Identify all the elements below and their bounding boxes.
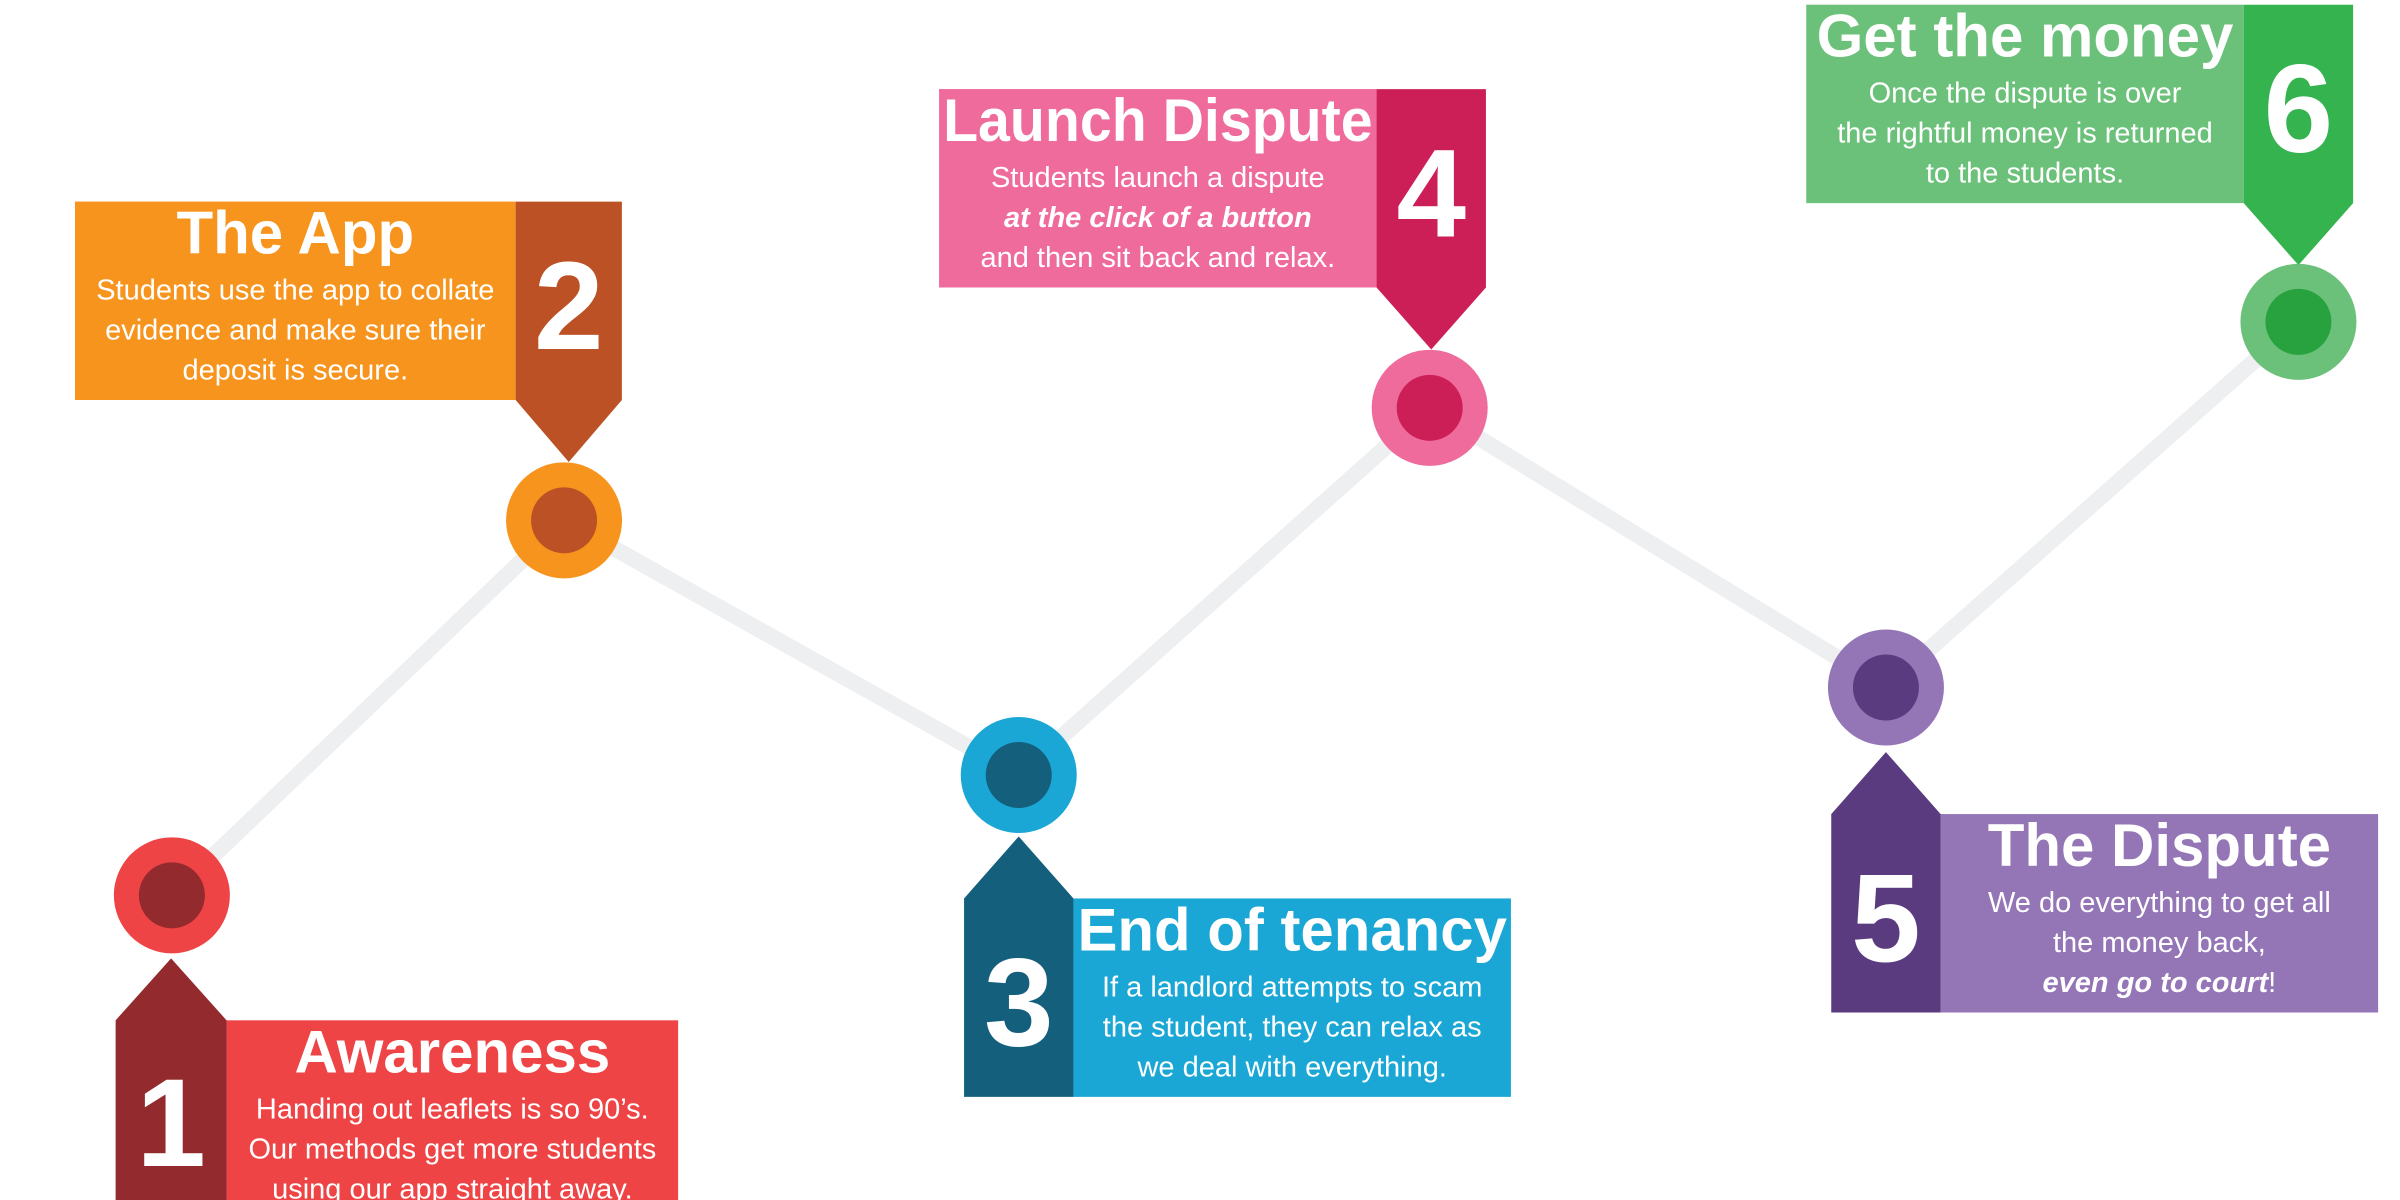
- description-text: Students launch a dispute: [991, 162, 1325, 194]
- step-description-line: even go to court!: [2043, 967, 2277, 999]
- step-description-line: the student, they can relax as: [1103, 1011, 1482, 1043]
- description-text: and then sit back and relax.: [980, 242, 1335, 274]
- description-text: we deal with everything.: [1136, 1051, 1447, 1083]
- step-description-line: If a landlord attempts to scam: [1102, 971, 1482, 1003]
- timeline-path: [166, 315, 2304, 902]
- step-description-line: we deal with everything.: [1136, 1051, 1447, 1083]
- step-number-tag: [2243, 4, 2354, 266]
- step-number: 3: [984, 934, 1054, 1073]
- step-description-line: Students use the app to collate: [96, 275, 494, 307]
- step-2: 2 The App Students use the app to collate e…: [75, 200, 623, 579]
- step-description-line: the money back,: [2053, 927, 2266, 959]
- description-text: using our app straight away.: [272, 1173, 633, 1200]
- description-text: the money back,: [2053, 927, 2266, 959]
- description-text: the rightful money is returned: [1837, 118, 2213, 150]
- step-title: Launch Dispute: [943, 87, 1373, 154]
- emphasis-text: even go to court: [2043, 967, 2270, 999]
- step-card: [1073, 898, 1511, 1097]
- description-text: Handing out leaflets is so 90’s.: [256, 1093, 649, 1125]
- emphasis-text: at the click of a button: [1004, 202, 1312, 234]
- step-node-inner: [1396, 374, 1463, 441]
- step-6: 6 Get the money Once the dispute is over th…: [1806, 3, 2357, 380]
- step-description-line: at the click of a button: [1004, 202, 1312, 234]
- step-title: The App: [176, 200, 414, 267]
- step-number: 1: [136, 1054, 206, 1193]
- step-title: Awareness: [294, 1018, 610, 1085]
- step-node-inner: [138, 862, 205, 929]
- description-text: Students use the app to collate: [96, 275, 494, 307]
- step-card: [75, 201, 516, 400]
- step-number-tag: [115, 958, 227, 1200]
- step-5: 5 The Dispute We do everything to get all t…: [1827, 629, 2379, 1013]
- step-node-inner: [531, 487, 598, 554]
- step-card: [226, 1020, 679, 1200]
- step-description-line: Students launch a dispute: [991, 162, 1325, 194]
- step-node-inner: [985, 742, 1052, 808]
- description-text: Once the dispute is over: [1869, 78, 2182, 110]
- step-title: Get the money: [1817, 3, 2234, 70]
- step-node-inner: [2265, 288, 2332, 355]
- step-node-inner: [1852, 654, 1919, 721]
- step-number-tag: [1376, 89, 1486, 350]
- step-number: 2: [534, 237, 604, 376]
- step-4: 4 Launch Dispute Students launch a dispute…: [939, 87, 1488, 466]
- step-card: [939, 89, 1377, 288]
- step-description-line: using our app straight away.: [272, 1173, 633, 1200]
- description-text: to the students.: [1926, 158, 2124, 190]
- step-description-line: to the students.: [1926, 158, 2124, 190]
- step-number: 6: [2264, 40, 2334, 179]
- step-description-line: Handing out leaflets is so 90’s.: [256, 1093, 649, 1125]
- step-number-tag: [964, 836, 1074, 1097]
- step-description-line: Once the dispute is over: [1869, 78, 2182, 110]
- step-number-tag: [1831, 752, 1941, 1013]
- step-description-line: We do everything to get all: [1988, 887, 2331, 919]
- step-number: 4: [1396, 124, 1466, 263]
- step-number: 5: [1851, 849, 1921, 988]
- step-card: [1940, 814, 2379, 1013]
- step-card: [1806, 4, 2244, 204]
- step-1: 1 Awareness Handing out leaflets is so 90’…: [113, 837, 679, 1200]
- step-3: 3 End of tenancy If a landlord attempts to…: [960, 717, 1511, 1097]
- description-text: deposit is secure.: [182, 355, 408, 387]
- step-description-line: and then sit back and relax.: [980, 242, 1335, 274]
- description-text: evidence and make sure their: [105, 315, 486, 347]
- step-description-line: evidence and make sure their: [105, 315, 486, 347]
- step-title: The Dispute: [1988, 812, 2331, 879]
- description-text: Our methods get more students: [248, 1133, 656, 1165]
- timeline-steps: 1 Awareness Handing out leaflets is so 90’…: [75, 3, 2379, 1200]
- step-description-line: Our methods get more students: [248, 1133, 656, 1165]
- timeline-connector-line: [166, 315, 2304, 902]
- step-description-line: deposit is secure.: [182, 355, 408, 387]
- description-text: !: [2268, 967, 2276, 999]
- step-title: End of tenancy: [1077, 896, 1507, 963]
- description-text: We do everything to get all: [1988, 887, 2331, 919]
- description-text: If a landlord attempts to scam: [1102, 971, 1482, 1003]
- step-description-line: the rightful money is returned: [1837, 118, 2213, 150]
- description-text: the student, they can relax as: [1103, 1011, 1482, 1043]
- step-number-tag: [515, 201, 622, 462]
